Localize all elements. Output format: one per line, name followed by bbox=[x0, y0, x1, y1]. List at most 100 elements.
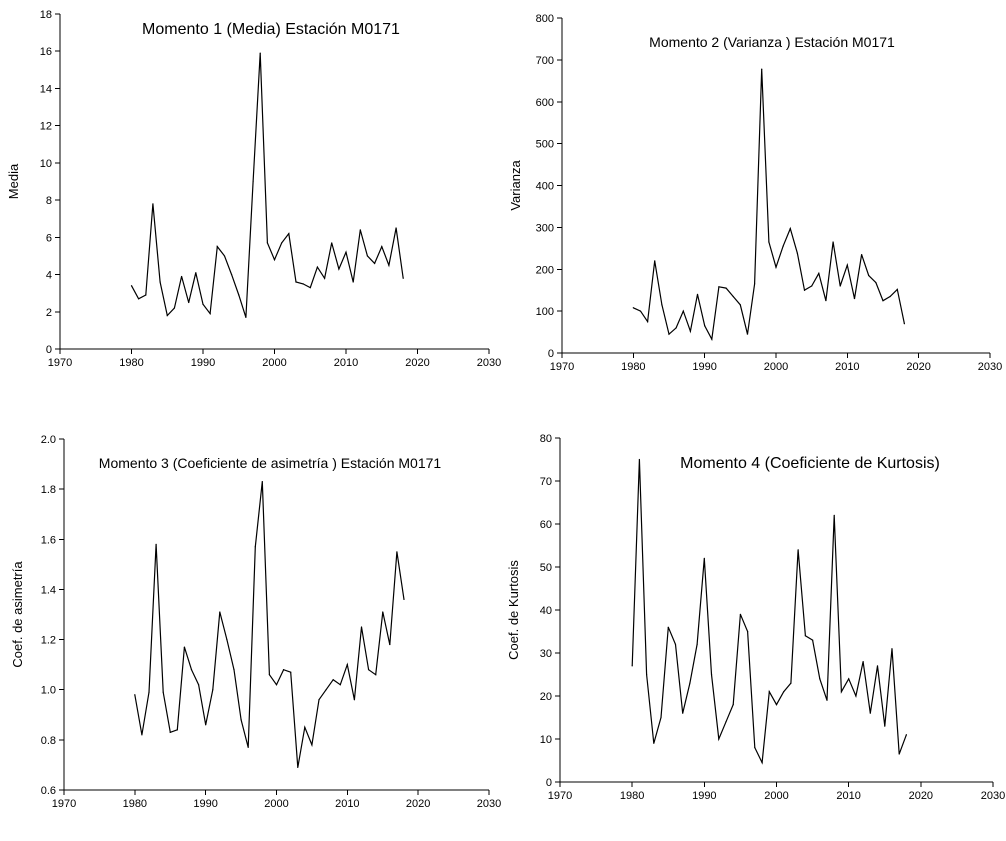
data-point bbox=[848, 678, 850, 680]
data-point bbox=[732, 295, 734, 298]
y-tick-label: 10 bbox=[40, 158, 52, 170]
data-point bbox=[818, 272, 820, 275]
y-tick-label: 2 bbox=[46, 307, 52, 319]
y-tick-label: 14 bbox=[40, 83, 52, 95]
x-tick-label: 2010 bbox=[335, 798, 359, 810]
data-point bbox=[297, 766, 299, 769]
x-tick-label: 1970 bbox=[548, 790, 572, 802]
data-point bbox=[273, 259, 276, 261]
data-point bbox=[389, 643, 391, 646]
data-point bbox=[402, 277, 404, 279]
y-axis-title: Coef. de asimetría bbox=[10, 561, 25, 668]
data-point bbox=[309, 286, 311, 289]
data-point bbox=[275, 684, 278, 686]
data-point bbox=[898, 753, 900, 755]
data-point bbox=[216, 246, 218, 248]
y-tick-label: 1.2 bbox=[41, 635, 56, 647]
data-point bbox=[282, 669, 285, 671]
data-point bbox=[682, 310, 684, 312]
data-point bbox=[689, 330, 691, 332]
y-axis-title: Varianza bbox=[508, 160, 523, 211]
data-point bbox=[360, 626, 363, 628]
data-point bbox=[711, 338, 713, 340]
x-tick-label: 2020 bbox=[909, 790, 933, 802]
y-tick-label: 0 bbox=[546, 777, 552, 789]
series-line bbox=[631, 459, 907, 765]
x-tick-label: 1970 bbox=[48, 357, 72, 369]
x-tick-label: 2030 bbox=[477, 798, 501, 810]
data-point bbox=[803, 289, 806, 291]
data-point bbox=[254, 546, 256, 548]
data-point bbox=[259, 52, 261, 54]
data-point bbox=[345, 251, 347, 253]
data-point bbox=[281, 242, 283, 244]
data-point bbox=[190, 669, 193, 671]
data-point bbox=[209, 313, 211, 315]
chart-title: Momento 4 (Coeficiente de Kurtosis) bbox=[680, 455, 940, 472]
data-point bbox=[718, 286, 720, 288]
y-tick-label: 300 bbox=[536, 222, 554, 234]
data-point bbox=[219, 611, 221, 613]
data-point bbox=[197, 684, 200, 686]
data-point bbox=[660, 716, 662, 719]
y-tick-label: 100 bbox=[536, 306, 554, 318]
data-point bbox=[710, 673, 713, 676]
data-point bbox=[311, 744, 313, 746]
data-point bbox=[318, 699, 320, 701]
x-tick-label: 2010 bbox=[836, 790, 860, 802]
data-point bbox=[639, 310, 642, 312]
y-axis-title: Coef. de Kurtosis bbox=[506, 560, 521, 660]
data-point bbox=[148, 691, 150, 693]
data-point bbox=[839, 285, 841, 287]
data-point bbox=[875, 282, 877, 284]
y-tick-label: 1.8 bbox=[41, 484, 56, 496]
data-point bbox=[396, 551, 398, 553]
x-tick-label: 2030 bbox=[477, 357, 501, 369]
data-point bbox=[846, 264, 848, 266]
y-tick-label: 1.6 bbox=[41, 534, 56, 546]
data-point bbox=[689, 682, 691, 684]
data-point bbox=[896, 288, 898, 290]
x-tick-label: 2000 bbox=[764, 361, 788, 373]
data-point bbox=[790, 682, 792, 684]
data-point bbox=[316, 266, 318, 268]
data-point bbox=[202, 303, 204, 305]
data-point bbox=[869, 712, 871, 714]
data-point bbox=[682, 712, 684, 714]
x-tick-label: 2000 bbox=[262, 357, 286, 369]
data-point bbox=[188, 301, 190, 304]
data-point bbox=[746, 333, 749, 335]
data-point bbox=[183, 646, 186, 648]
data-point bbox=[331, 242, 333, 244]
data-point bbox=[853, 297, 856, 300]
data-point bbox=[173, 307, 175, 309]
data-point bbox=[675, 327, 677, 329]
data-point bbox=[654, 260, 656, 262]
data-point bbox=[754, 747, 756, 749]
axis-lines bbox=[561, 18, 990, 354]
data-point bbox=[632, 307, 634, 309]
y-tick-label: 12 bbox=[40, 121, 52, 133]
data-point bbox=[882, 300, 884, 302]
y-tick-label: 2.0 bbox=[41, 434, 56, 446]
data-point bbox=[725, 721, 727, 723]
y-tick-label: 4 bbox=[46, 270, 52, 282]
y-tick-label: 18 bbox=[40, 9, 52, 21]
y-tick-label: 60 bbox=[540, 519, 552, 531]
data-point bbox=[653, 742, 655, 744]
data-point bbox=[797, 549, 799, 551]
x-tick-label: 1990 bbox=[193, 798, 217, 810]
x-tick-label: 2010 bbox=[334, 357, 358, 369]
axis-lines bbox=[63, 439, 489, 791]
x-tick-label: 1970 bbox=[52, 798, 76, 810]
data-point bbox=[352, 281, 354, 283]
data-point bbox=[238, 294, 240, 296]
data-point bbox=[367, 669, 370, 671]
data-point bbox=[768, 691, 770, 693]
data-point bbox=[775, 704, 778, 706]
series-line bbox=[130, 53, 404, 318]
y-tick-label: 0.8 bbox=[41, 735, 56, 747]
data-point bbox=[231, 273, 233, 276]
x-tick-label: 1990 bbox=[692, 361, 716, 373]
data-point bbox=[696, 643, 698, 645]
